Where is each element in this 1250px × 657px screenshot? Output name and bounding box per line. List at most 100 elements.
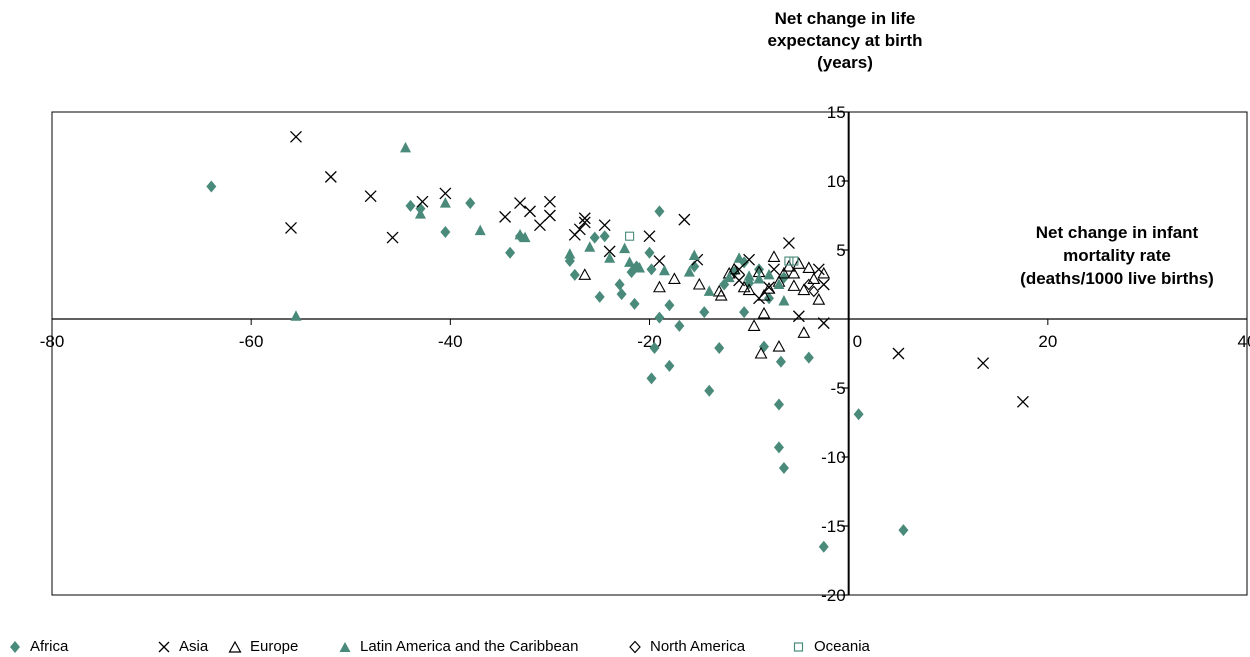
point-latin-america-and-the-caribbean (290, 310, 302, 321)
point-asia (653, 255, 666, 267)
point-europe (742, 283, 756, 296)
point-europe (787, 266, 801, 279)
y-axis-title-line: Net change in life (774, 9, 916, 28)
x-axis-title-line: (deaths/1000 live births) (1020, 269, 1214, 288)
point-africa (654, 205, 665, 218)
point-asia (524, 205, 536, 218)
point-africa (646, 372, 657, 385)
legend-label: Africa (30, 638, 69, 655)
point-europe (667, 272, 681, 285)
plot-area-frame (51, 111, 1248, 596)
point-africa (853, 408, 864, 421)
point-africa (405, 199, 416, 212)
x-tick-label: -60 (239, 332, 264, 351)
point-asia (386, 231, 399, 244)
point-africa (440, 226, 451, 239)
point-latin-america-and-the-caribbean (414, 208, 426, 219)
cross-icon (157, 640, 171, 654)
point-europe (653, 280, 666, 293)
point-latin-america-and-the-caribbean (439, 197, 451, 208)
data-points (206, 130, 1029, 553)
point-africa (589, 231, 600, 244)
point-asia (543, 209, 556, 222)
point-europe (762, 281, 776, 294)
point-latin-america-and-the-caribbean (400, 141, 412, 153)
point-europe (812, 293, 826, 305)
y-tick-label: -10 (821, 448, 846, 467)
x-tick-label: -40 (438, 332, 463, 351)
point-north-america (803, 278, 815, 291)
point-africa (649, 341, 660, 354)
point-africa (818, 540, 829, 553)
point-africa (739, 306, 750, 319)
point-latin-america-and-the-caribbean (634, 261, 646, 273)
x-axis-title: Net change in infant mortality rate (dea… (992, 221, 1242, 290)
y-tick-label: -20 (821, 586, 846, 605)
point-latin-america-and-the-caribbean (753, 272, 765, 284)
point-africa (699, 306, 710, 319)
square-open-icon (792, 640, 806, 654)
point-europe (787, 279, 801, 291)
point-asia (977, 357, 990, 370)
point-asia (285, 221, 297, 234)
point-latin-america-and-the-caribbean (519, 231, 531, 243)
point-asia (603, 245, 616, 258)
legend-item-asia: Asia (157, 638, 208, 655)
point-asia (598, 219, 611, 232)
point-africa (704, 384, 715, 397)
point-asia (416, 195, 429, 208)
point-latin-america-and-the-caribbean (743, 270, 755, 281)
legend-item-europe: Europe (228, 638, 298, 655)
triangle-filled-icon (338, 640, 352, 654)
point-asia (290, 130, 302, 143)
triangle-open-icon (228, 640, 242, 654)
point-latin-america-and-the-caribbean (763, 268, 775, 280)
point-asia (514, 197, 527, 210)
diamond-open-icon (628, 640, 642, 654)
point-europe (747, 319, 761, 331)
x-axis-title-line: mortality rate (1063, 246, 1171, 265)
y-axis-title-line: expectancy at birth (767, 31, 923, 50)
point-latin-america-and-the-caribbean (733, 252, 745, 263)
point-latin-america-and-the-caribbean (584, 241, 596, 252)
legend-label: Europe (250, 638, 299, 655)
point-europe (817, 266, 831, 279)
point-asia (678, 213, 691, 226)
point-europe (797, 283, 811, 296)
point-africa (594, 290, 605, 303)
point-asia (439, 187, 452, 200)
legend-item-africa: Africa (8, 638, 68, 655)
point-latin-america-and-the-caribbean (773, 278, 785, 289)
point-africa (654, 311, 665, 324)
point-asia (1016, 395, 1029, 408)
point-africa (759, 340, 770, 353)
point-europe (757, 288, 771, 301)
point-africa (614, 278, 625, 291)
point-europe (692, 277, 706, 290)
point-asia (792, 310, 805, 323)
point-africa (629, 297, 640, 310)
point-latin-america-and-the-caribbean (619, 242, 631, 254)
point-africa (599, 230, 610, 243)
y-tick-label: 15 (827, 103, 846, 122)
point-europe (777, 266, 791, 279)
point-europe (797, 326, 811, 338)
point-north-america (808, 285, 820, 298)
point-asia (499, 210, 512, 223)
point-asia (533, 219, 546, 232)
point-asia (817, 317, 830, 330)
legend-item-oceania: Oceania (792, 638, 870, 655)
point-latin-america-and-the-caribbean (604, 252, 616, 263)
point-asia (578, 216, 591, 229)
point-europe (714, 288, 728, 301)
point-latin-america-and-the-caribbean (474, 224, 486, 236)
point-europe (792, 257, 806, 269)
point-africa (664, 299, 675, 312)
y-axis-title: Net change in life expectancy at birth (… (740, 8, 950, 74)
y-tick-label: 10 (827, 172, 846, 191)
x-axis-title-line: Net change in infant (1035, 223, 1199, 242)
diamond-filled-icon (8, 640, 22, 654)
legend-label: Oceania (814, 638, 870, 655)
point-asia (892, 347, 905, 360)
